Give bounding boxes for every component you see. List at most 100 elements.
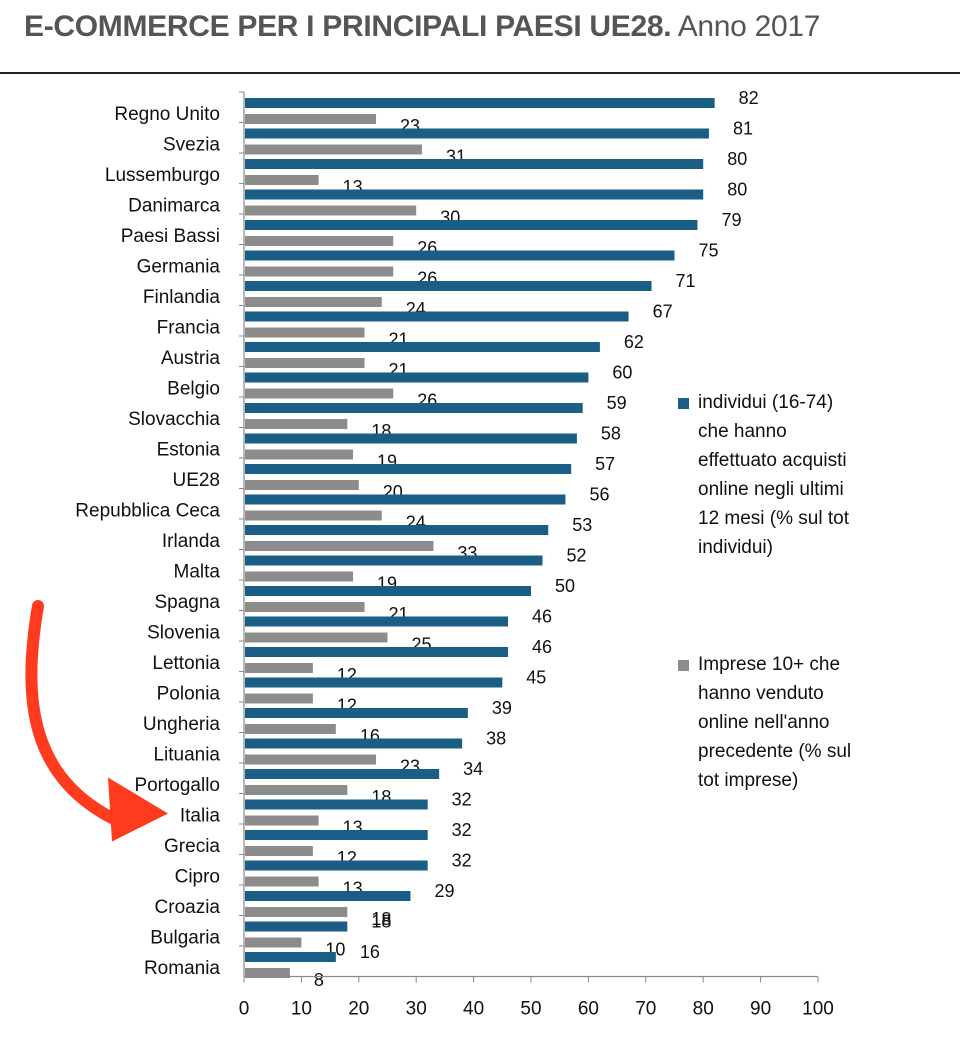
- category-label: Repubblica Ceca: [75, 501, 220, 522]
- category-label: Malta: [174, 562, 221, 583]
- value-label-individui: 82: [739, 88, 759, 108]
- bar-individui: [245, 769, 440, 779]
- bar-imprese: [245, 388, 394, 399]
- bar-individui: [245, 952, 336, 962]
- category-label: Italia: [180, 806, 221, 827]
- bar-imprese: [245, 815, 319, 826]
- bar-individui: [245, 708, 468, 718]
- value-label-individui: 71: [676, 271, 696, 291]
- bar-individui: [245, 555, 543, 566]
- value-label-imprese: 18: [371, 909, 391, 929]
- value-label-individui: 50: [555, 576, 575, 596]
- bar-imprese: [245, 724, 336, 734]
- bar-imprese: [245, 571, 354, 582]
- legend-label-individui: individui (16-74) che hanno effettuato a…: [698, 392, 849, 558]
- value-label-individui: 39: [492, 698, 512, 718]
- bar-imprese: [245, 114, 377, 124]
- bar-imprese: [245, 663, 313, 673]
- value-label-individui: 16: [360, 942, 380, 962]
- category-label: Slovacchia: [128, 409, 220, 430]
- bar-individui: [245, 250, 675, 261]
- bar-individui: [245, 220, 698, 230]
- bar-individui: [245, 281, 652, 291]
- category-label: Cipro: [175, 867, 220, 888]
- bar-imprese: [245, 236, 394, 246]
- category-label: Spagna: [154, 592, 220, 613]
- bar-individui: [245, 311, 629, 322]
- x-tick-label: 0: [239, 999, 250, 1020]
- bar-imprese: [245, 480, 359, 490]
- category-label: Svezia: [163, 135, 220, 156]
- category-label: Polonia: [157, 684, 221, 705]
- bar-individui: [245, 98, 715, 108]
- value-label-individui: 62: [624, 332, 644, 352]
- bar-imprese: [245, 144, 422, 155]
- value-label-individui: 57: [595, 454, 615, 474]
- legend-item-imprese: Imprese 10+ che hanno venduto online nel…: [678, 650, 868, 795]
- value-label-individui: 46: [532, 637, 552, 657]
- legend-swatch-individui: [678, 398, 689, 409]
- title-divider: [0, 72, 960, 74]
- bar-individui: [245, 860, 428, 871]
- bar-individui: [245, 799, 428, 810]
- value-label-individui: 58: [601, 424, 621, 444]
- value-label-imprese: 8: [314, 970, 324, 990]
- bar-imprese: [245, 876, 319, 887]
- bar-individui: [245, 891, 411, 901]
- bar-imprese: [245, 449, 354, 460]
- value-label-individui: 32: [452, 851, 472, 871]
- legend-swatch-imprese: [678, 660, 689, 671]
- value-label-individui: 32: [452, 790, 472, 810]
- value-label-individui: 59: [607, 393, 627, 413]
- bar-imprese: [245, 266, 394, 277]
- category-label: Lussemburgo: [105, 165, 220, 186]
- category-label: Germania: [137, 257, 221, 278]
- category-label: Paesi Bassi: [121, 226, 220, 247]
- bar-imprese: [245, 297, 382, 307]
- bar-imprese: [245, 785, 348, 795]
- legend-item-individui: individui (16-74) che hanno effettuato a…: [678, 388, 868, 562]
- value-label-individui: 79: [721, 210, 741, 230]
- category-label: Irlanda: [162, 531, 221, 552]
- category-label: Estonia: [157, 440, 221, 461]
- value-label-individui: 75: [699, 241, 719, 261]
- value-label-individui: 34: [463, 759, 483, 779]
- bar-individui: [245, 464, 572, 474]
- bar-individui: [245, 830, 428, 840]
- bar-individui: [245, 677, 503, 688]
- category-label: Croazia: [155, 897, 221, 918]
- bar-imprese: [245, 510, 382, 521]
- category-label: Finlandia: [143, 287, 221, 308]
- x-tick-label: 60: [578, 999, 599, 1020]
- bar-individui: [245, 372, 589, 383]
- category-label: Danimarca: [128, 196, 220, 217]
- category-label: Romania: [144, 958, 220, 979]
- bar-individui: [245, 494, 566, 505]
- category-label: Grecia: [164, 836, 220, 857]
- value-label-individui: 60: [612, 363, 632, 383]
- value-label-individui: 80: [727, 180, 747, 200]
- bar-individui: [245, 189, 704, 200]
- x-tick-label: 10: [291, 999, 312, 1020]
- category-label: Francia: [157, 318, 221, 339]
- bar-imprese: [245, 358, 365, 368]
- bar-imprese: [245, 541, 434, 551]
- bar-imprese: [245, 754, 377, 765]
- bar-individui: [245, 128, 709, 139]
- chart-title-year: Anno 2017: [677, 10, 821, 43]
- value-label-individui: 52: [566, 546, 586, 566]
- bar-imprese: [245, 632, 388, 643]
- value-label-individui: 32: [452, 820, 472, 840]
- category-label: Austria: [161, 348, 221, 369]
- bar-imprese: [245, 968, 290, 978]
- bar-individui: [245, 403, 583, 413]
- value-label-individui: 29: [434, 881, 454, 901]
- bar-imprese: [245, 327, 365, 338]
- x-tick-label: 70: [635, 999, 656, 1020]
- category-label: UE28: [172, 470, 220, 491]
- bar-imprese: [245, 602, 365, 612]
- value-label-individui: 56: [589, 485, 609, 505]
- category-label: Belgio: [167, 379, 220, 400]
- value-label-individui: 80: [727, 149, 747, 169]
